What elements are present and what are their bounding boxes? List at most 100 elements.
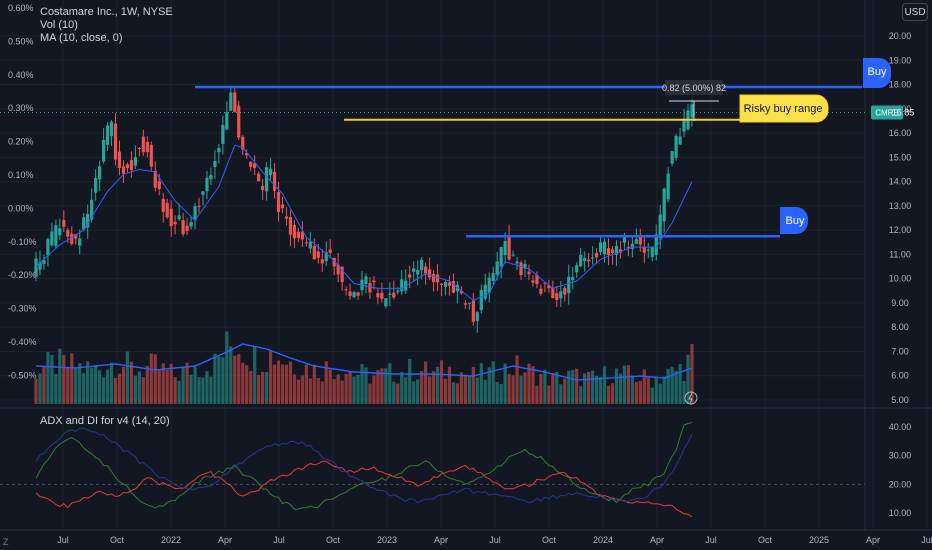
volume-bar [213,353,217,404]
candle-body [539,288,543,294]
percent-tick-label: 0.60% [8,3,34,13]
volume-bar [547,385,551,404]
volume-bar [137,371,141,404]
vol-indicator-label[interactable]: Vol (10) [40,19,78,31]
candle-body [618,249,623,253]
z-label: Z [3,537,9,547]
volume-bar [165,369,169,404]
candle-body [101,139,106,162]
volume-bar [571,370,575,404]
candle-body [117,151,122,168]
volume-bar [575,368,579,404]
volume-bar [38,373,42,404]
adx-indicator-label[interactable]: ADX and DI for v4 (14, 20) [40,415,170,427]
volume-bar [455,383,460,404]
candle-body [292,225,297,239]
candle-body [233,92,237,113]
volume-bar [125,351,130,404]
candle-body [296,231,300,238]
candle-body [58,228,62,236]
candle-body [201,191,205,195]
candle-body [225,112,229,130]
volume-bar [662,376,666,404]
volume-bar [495,382,499,404]
adx-tick-label: 40.00 [889,422,912,432]
volume-bar [658,383,662,404]
time-tick-label: 2024 [593,535,613,545]
time-tick-label: Jul [489,535,501,545]
volume-bar [82,373,86,404]
candle-body [336,264,340,275]
candle-body [356,292,360,296]
volume-bar [101,377,106,404]
candle-body [495,261,499,275]
candle-body [622,237,627,243]
percent-tick-label: 0.40% [8,70,34,80]
candle-body [674,135,678,158]
candle-body [583,258,587,262]
volume-bar [86,361,90,404]
candle-body [682,118,686,132]
volume-bar [555,371,559,404]
currency-button[interactable]: USD [902,3,928,21]
measure-box [665,80,723,95]
volume-bar [567,370,571,404]
candle-body [229,92,233,111]
candle-body [157,181,161,189]
volume-bar [233,355,237,404]
candle-body [141,136,145,153]
volume-bar [614,368,619,404]
volume-bar [634,382,638,404]
candle-body [606,248,611,256]
candle-body [268,168,273,176]
volume-bar [284,364,289,404]
volume-bar [169,363,173,404]
candle-body [678,136,682,145]
candle-body [372,280,376,283]
candle-body [507,234,511,260]
volume-bar [376,370,380,404]
volume-bar [324,361,328,404]
volume-bar [531,366,535,404]
ma-indicator-label[interactable]: MA (10, close, 0) [40,32,123,44]
candle-body [312,246,316,260]
lightning-glyph-icon [688,392,693,404]
alert-lightning-icon [684,391,698,405]
price-tick-label: 8.00 [891,322,909,332]
time-tick-label: Oct [758,535,773,545]
volume-bar [356,374,360,404]
volume-bar [66,367,70,404]
candle-body [304,242,308,244]
price-tick-label: 10.00 [889,274,912,284]
time-tick-label: Apr [866,535,880,545]
volume-bar [543,369,547,404]
candle-body [483,284,487,299]
price-tick-label: 6.00 [891,371,909,381]
volume-bar [149,353,153,404]
candle-body [523,263,527,269]
volume-bar [674,370,678,404]
volume-bar [193,366,197,404]
volume-bar [98,370,102,404]
candle-body [149,144,153,167]
volume-bar [352,376,356,404]
candle-body [666,173,670,200]
candle-body [420,259,424,271]
candle-body [280,204,285,209]
volume-bar [503,363,507,404]
volume-bar [428,376,432,404]
candle-body [435,274,440,283]
volume-bar [288,361,293,404]
candle-body [66,230,70,237]
time-tick-label: 2025 [809,535,829,545]
candle-body [197,206,201,208]
price-ma-line [35,144,693,302]
last-price-symbol-tag [871,105,903,120]
candle-body [598,242,603,253]
candle-body [459,290,464,294]
volume-bar [241,362,245,404]
candle-body [634,239,638,244]
volume-bar [185,362,189,404]
candle-body [515,261,519,264]
